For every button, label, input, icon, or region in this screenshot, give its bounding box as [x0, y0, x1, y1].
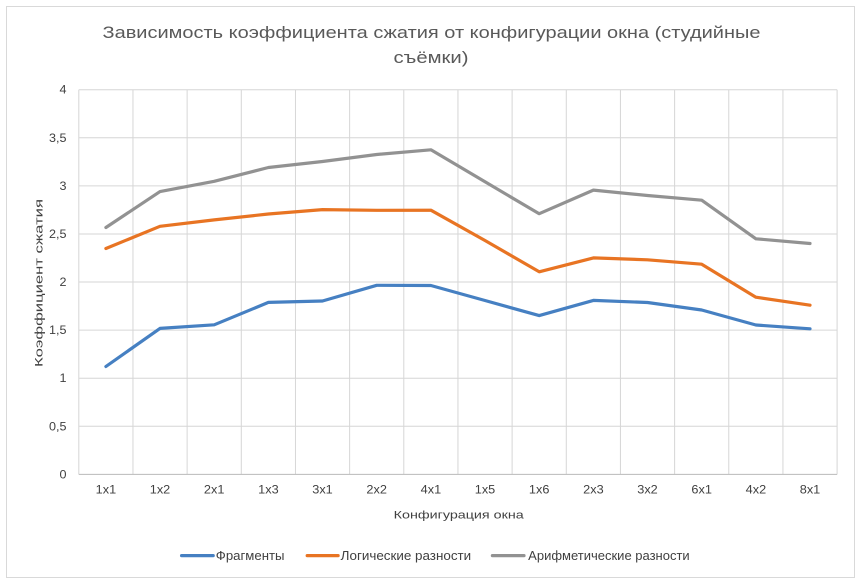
svg-text:0: 0 — [60, 469, 67, 481]
svg-text:1x2: 1x2 — [150, 485, 171, 497]
svg-text:Фрагменты: Фрагменты — [216, 549, 285, 563]
svg-text:1x1: 1x1 — [96, 485, 117, 497]
svg-text:2x2: 2x2 — [366, 485, 387, 497]
svg-text:3: 3 — [60, 181, 67, 193]
svg-text:1x6: 1x6 — [529, 485, 550, 497]
svg-text:4: 4 — [60, 85, 68, 97]
svg-text:4x2: 4x2 — [746, 485, 767, 497]
svg-text:Логические разности: Логические разности — [341, 549, 472, 563]
svg-text:8x1: 8x1 — [800, 485, 821, 497]
svg-text:3,5: 3,5 — [49, 133, 67, 145]
svg-text:3x1: 3x1 — [312, 485, 333, 497]
svg-text:2x3: 2x3 — [583, 485, 604, 497]
svg-text:съёмки): съёмки) — [394, 48, 469, 67]
svg-text:1x3: 1x3 — [258, 485, 279, 497]
svg-text:2,5: 2,5 — [49, 229, 67, 241]
svg-text:1: 1 — [60, 373, 67, 385]
svg-text:1,5: 1,5 — [49, 325, 67, 337]
svg-text:Арифметические разности: Арифметические разности — [528, 549, 690, 563]
svg-text:3x2: 3x2 — [637, 485, 658, 497]
svg-text:1x5: 1x5 — [475, 485, 496, 497]
svg-text:0,5: 0,5 — [49, 421, 67, 433]
svg-text:Зависимость коэффициента сжати: Зависимость коэффициента сжатия от конфи… — [103, 23, 761, 42]
svg-text:Коэффициент сжатия: Коэффициент сжатия — [34, 199, 46, 367]
svg-text:Конфигурация окна: Конфигурация окна — [394, 510, 525, 522]
svg-text:2: 2 — [60, 277, 67, 289]
svg-text:6x1: 6x1 — [691, 485, 712, 497]
svg-text:4x1: 4x1 — [421, 485, 442, 497]
svg-text:2x1: 2x1 — [204, 485, 225, 497]
